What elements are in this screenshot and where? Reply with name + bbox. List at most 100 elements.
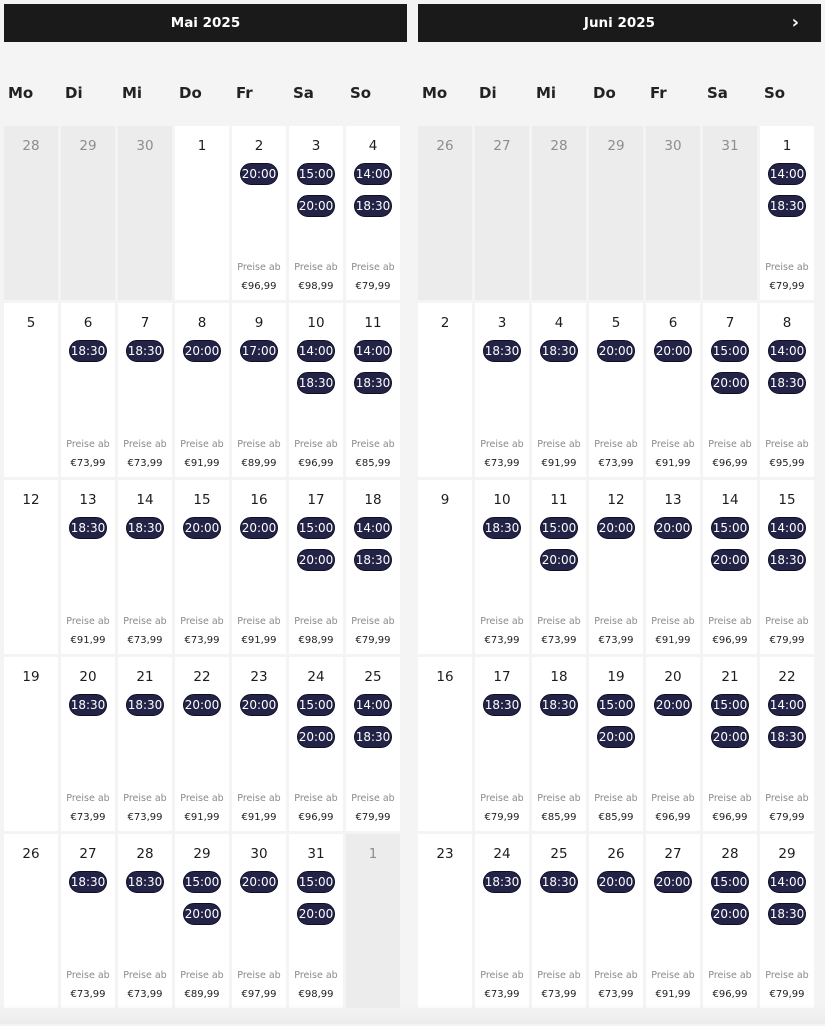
day-cell[interactable]: 7 18:30 Preise ab €73,99 [118,303,172,477]
showtime-button[interactable]: 18:30 [297,372,335,394]
showtime-button[interactable]: 18:30 [126,517,164,539]
day-cell[interactable]: 15 14:00 18:30 Preise ab €79,99 [760,480,814,654]
day-cell[interactable]: 3 15:00 20:00 Preise ab €98,99 [289,126,343,300]
day-cell[interactable]: 9 17:00 Preise ab €89,99 [232,303,286,477]
day-cell[interactable]: 13 20:00 Preise ab €91,99 [646,480,700,654]
day-cell[interactable]: 14 15:00 20:00 Preise ab €96,99 [703,480,757,654]
showtime-button[interactable]: 20:00 [597,340,635,362]
showtime-button[interactable]: 20:00 [711,726,749,748]
showtime-button[interactable]: 18:30 [354,372,392,394]
showtime-button[interactable]: 20:00 [597,871,635,893]
showtime-button[interactable]: 20:00 [597,726,635,748]
showtime-button[interactable]: 18:30 [768,549,806,571]
showtime-button[interactable]: 18:30 [126,694,164,716]
day-cell[interactable]: 7 15:00 20:00 Preise ab €96,99 [703,303,757,477]
day-cell[interactable]: 24 15:00 20:00 Preise ab €96,99 [289,657,343,831]
day-cell[interactable]: 27 20:00 Preise ab €91,99 [646,834,700,1008]
day-cell[interactable]: 17 18:30 Preise ab €79,99 [475,657,529,831]
showtime-button[interactable]: 14:00 [768,871,806,893]
showtime-button[interactable]: 20:00 [654,871,692,893]
showtime-button[interactable]: 20:00 [240,871,278,893]
showtime-button[interactable]: 15:00 [597,694,635,716]
showtime-button[interactable]: 14:00 [768,163,806,185]
showtime-button[interactable]: 15:00 [297,517,335,539]
day-cell[interactable]: 25 14:00 18:30 Preise ab €79,99 [346,657,400,831]
day-cell[interactable]: 8 14:00 18:30 Preise ab €95,99 [760,303,814,477]
showtime-button[interactable]: 15:00 [711,694,749,716]
showtime-button[interactable]: 15:00 [297,871,335,893]
day-cell[interactable]: 19 15:00 20:00 Preise ab €85,99 [589,657,643,831]
day-cell[interactable]: 18 18:30 Preise ab €85,99 [532,657,586,831]
showtime-button[interactable]: 20:00 [654,340,692,362]
day-cell[interactable]: 5 20:00 Preise ab €73,99 [589,303,643,477]
showtime-button[interactable]: 18:30 [768,726,806,748]
showtime-button[interactable]: 20:00 [240,163,278,185]
day-cell[interactable]: 21 18:30 Preise ab €73,99 [118,657,172,831]
day-cell[interactable]: 27 18:30 Preise ab €73,99 [61,834,115,1008]
showtime-button[interactable]: 20:00 [183,903,221,925]
showtime-button[interactable]: 15:00 [297,694,335,716]
showtime-button[interactable]: 20:00 [711,903,749,925]
showtime-button[interactable]: 18:30 [69,340,107,362]
showtime-button[interactable]: 14:00 [354,340,392,362]
showtime-button[interactable]: 20:00 [183,340,221,362]
showtime-button[interactable]: 18:30 [483,340,521,362]
day-cell[interactable]: 28 18:30 Preise ab €73,99 [118,834,172,1008]
showtime-button[interactable]: 18:30 [768,372,806,394]
showtime-button[interactable]: 18:30 [540,340,578,362]
showtime-button[interactable]: 15:00 [183,871,221,893]
showtime-button[interactable]: 18:30 [483,871,521,893]
showtime-button[interactable]: 20:00 [297,903,335,925]
showtime-button[interactable]: 20:00 [297,549,335,571]
showtime-button[interactable]: 20:00 [183,517,221,539]
day-cell[interactable]: 21 15:00 20:00 Preise ab €96,99 [703,657,757,831]
day-cell[interactable]: 14 18:30 Preise ab €73,99 [118,480,172,654]
showtime-button[interactable]: 14:00 [768,517,806,539]
day-cell[interactable]: 25 18:30 Preise ab €73,99 [532,834,586,1008]
day-cell[interactable]: 15 20:00 Preise ab €73,99 [175,480,229,654]
showtime-button[interactable]: 20:00 [711,372,749,394]
showtime-button[interactable]: 15:00 [297,163,335,185]
showtime-button[interactable]: 18:30 [483,517,521,539]
day-cell[interactable]: 20 20:00 Preise ab €96,99 [646,657,700,831]
showtime-button[interactable]: 18:30 [69,517,107,539]
showtime-button[interactable]: 20:00 [297,726,335,748]
showtime-button[interactable]: 15:00 [711,871,749,893]
showtime-button[interactable]: 18:30 [126,871,164,893]
day-cell[interactable]: 23 20:00 Preise ab €91,99 [232,657,286,831]
day-cell[interactable]: 18 14:00 18:30 Preise ab €79,99 [346,480,400,654]
showtime-button[interactable]: 20:00 [654,694,692,716]
day-cell[interactable]: 31 15:00 20:00 Preise ab €98,99 [289,834,343,1008]
day-cell[interactable]: 8 20:00 Preise ab €91,99 [175,303,229,477]
day-cell[interactable]: 12 20:00 Preise ab €73,99 [589,480,643,654]
showtime-button[interactable]: 18:30 [768,903,806,925]
showtime-button[interactable]: 20:00 [240,517,278,539]
showtime-button[interactable]: 17:00 [240,340,278,362]
showtime-button[interactable]: 20:00 [711,549,749,571]
day-cell[interactable]: 20 18:30 Preise ab €73,99 [61,657,115,831]
day-cell[interactable]: 29 15:00 20:00 Preise ab €89,99 [175,834,229,1008]
showtime-button[interactable]: 18:30 [540,694,578,716]
day-cell[interactable]: 28 15:00 20:00 Preise ab €96,99 [703,834,757,1008]
day-cell[interactable]: 6 18:30 Preise ab €73,99 [61,303,115,477]
showtime-button[interactable]: 15:00 [540,517,578,539]
showtime-button[interactable]: 18:30 [69,694,107,716]
showtime-button[interactable]: 18:30 [69,871,107,893]
day-cell[interactable]: 11 15:00 20:00 Preise ab €73,99 [532,480,586,654]
showtime-button[interactable]: 14:00 [768,694,806,716]
showtime-button[interactable]: 18:30 [540,871,578,893]
showtime-button[interactable]: 15:00 [711,340,749,362]
day-cell[interactable]: 26 20:00 Preise ab €73,99 [589,834,643,1008]
showtime-button[interactable]: 20:00 [297,195,335,217]
day-cell[interactable]: 2 20:00 Preise ab €96,99 [232,126,286,300]
showtime-button[interactable]: 20:00 [240,694,278,716]
day-cell[interactable]: 29 14:00 18:30 Preise ab €79,99 [760,834,814,1008]
showtime-button[interactable]: 18:30 [768,195,806,217]
day-cell[interactable]: 3 18:30 Preise ab €73,99 [475,303,529,477]
day-cell[interactable]: 10 14:00 18:30 Preise ab €96,99 [289,303,343,477]
day-cell[interactable]: 16 20:00 Preise ab €91,99 [232,480,286,654]
day-cell[interactable]: 6 20:00 Preise ab €91,99 [646,303,700,477]
showtime-button[interactable]: 14:00 [354,163,392,185]
day-cell[interactable]: 4 18:30 Preise ab €91,99 [532,303,586,477]
day-cell[interactable]: 13 18:30 Preise ab €91,99 [61,480,115,654]
